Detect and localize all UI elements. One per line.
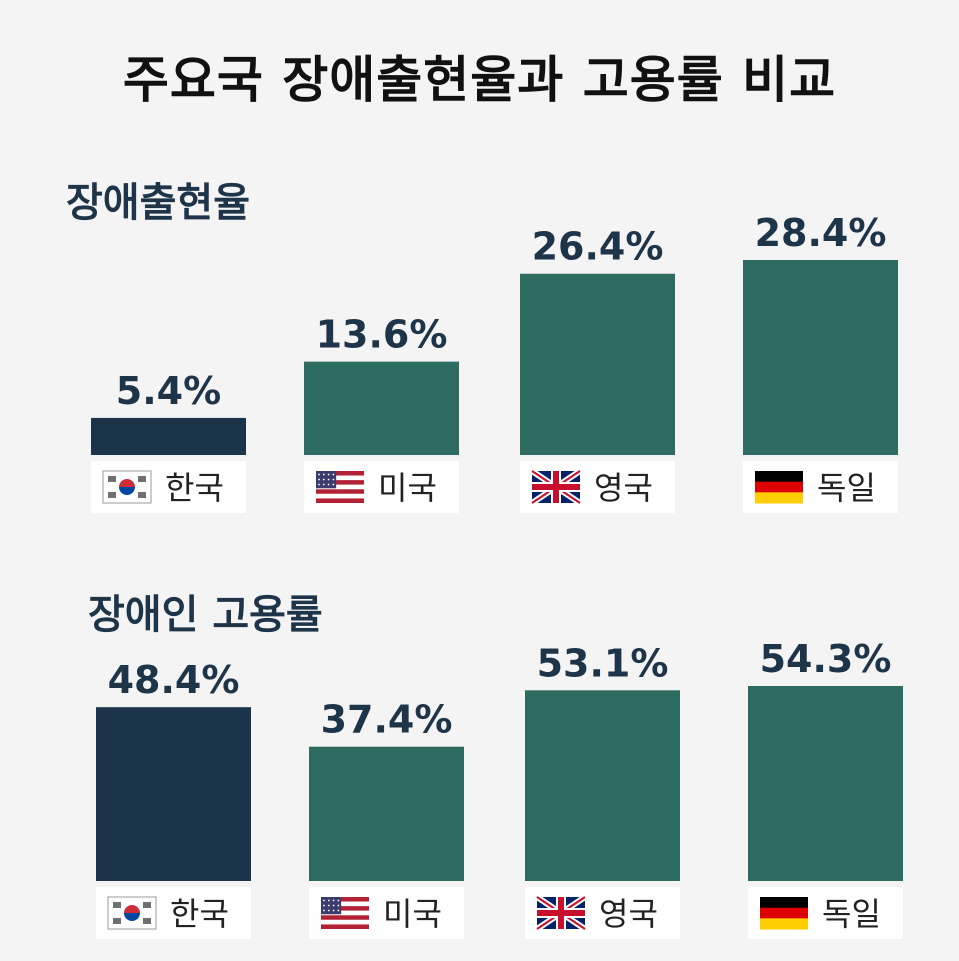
country-label-box-1-4: 독일	[743, 461, 898, 513]
value-label-1-1: 5.4%	[116, 369, 221, 413]
korea-flag-icon	[107, 896, 157, 930]
value-label-1-2: 13.6%	[316, 313, 448, 357]
country-label-1-3: 영국	[594, 469, 653, 507]
country-label-box-1-3: 영국	[520, 461, 675, 513]
korea-flag-icon	[102, 470, 152, 504]
country-label-1-2: 미국	[378, 469, 437, 507]
bar-2-4	[748, 686, 903, 881]
country-label-2-1: 한국	[170, 895, 229, 933]
country-label-box-1-1: 한국	[91, 461, 246, 513]
country-label-box-2-3: 영국	[525, 887, 680, 939]
country-label-box-2-2: 미국	[309, 887, 464, 939]
value-label-2-4: 54.3%	[760, 637, 892, 681]
bar-2-3	[525, 690, 680, 881]
usa-flag-icon	[321, 897, 369, 929]
bar-1-2	[304, 361, 459, 455]
value-label-1-4: 28.4%	[755, 211, 887, 255]
country-label-box-1-2: 미국	[304, 461, 459, 513]
bar-1-4	[743, 260, 898, 455]
germany-flag-icon	[755, 471, 803, 504]
bar-chart-2: 48.4% 한국 37.4% 미국 53.1% 영국 54.3% 독일	[96, 637, 903, 939]
bar-2-2	[309, 746, 464, 881]
uk-flag-icon	[535, 894, 587, 932]
chart-title-disability-rate: 장애출현율	[66, 180, 250, 226]
value-label-2-2: 37.4%	[321, 698, 453, 742]
bar-1-1	[91, 417, 246, 455]
page-title: 주요국 장애출현율과 고용률 비교	[122, 51, 837, 109]
value-label-2-1: 48.4%	[108, 658, 240, 702]
country-label-2-2: 미국	[383, 895, 442, 933]
country-label-box-2-1: 한국	[96, 887, 251, 939]
germany-flag-icon	[760, 897, 808, 930]
country-label-1-4: 독일	[817, 469, 876, 507]
value-label-2-3: 53.1%	[537, 641, 669, 685]
bar-chart-1: 5.4% 한국 13.6% 미국 26.4% 영국 28.4% 독일	[91, 211, 898, 513]
country-label-1-1: 한국	[165, 469, 224, 507]
country-label-box-2-4: 독일	[748, 887, 903, 939]
country-label-2-4: 독일	[822, 895, 881, 933]
uk-flag-icon	[530, 468, 582, 506]
country-label-2-3: 영국	[599, 895, 658, 933]
usa-flag-icon	[316, 471, 364, 503]
chart-title-employment-rate: 장애인 고용률	[88, 592, 323, 638]
value-label-1-3: 26.4%	[532, 225, 664, 269]
bar-2-1	[96, 707, 251, 881]
bar-1-3	[520, 273, 675, 455]
